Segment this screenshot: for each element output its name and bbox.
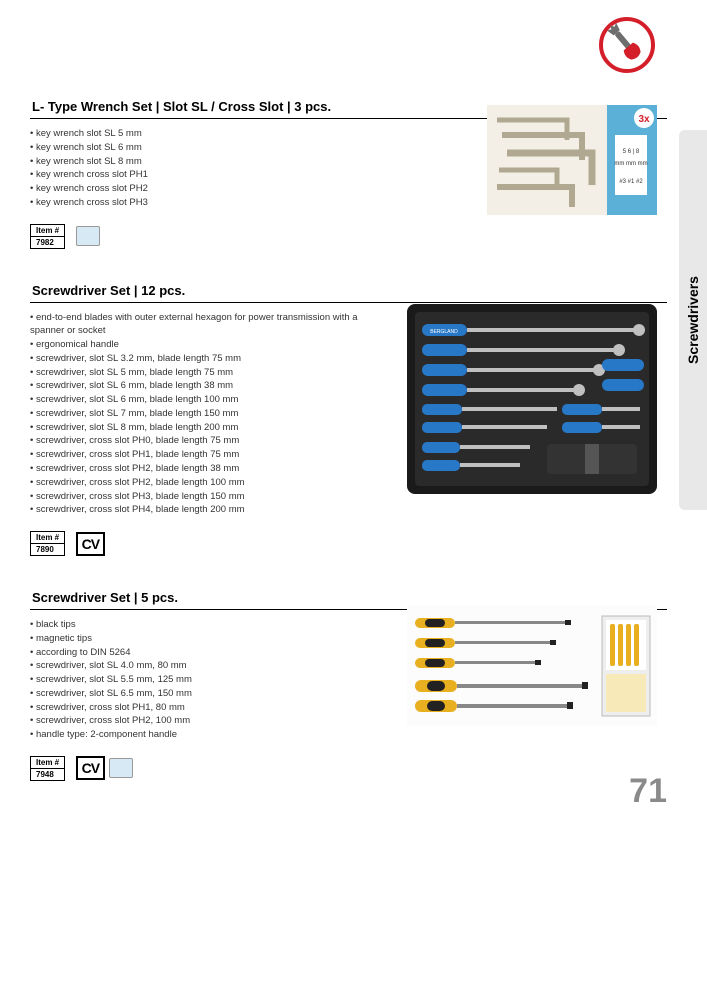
list-item: screwdriver, slot SL 6 mm, blade length … — [30, 393, 360, 407]
item-number-box: Item # 7982 — [30, 224, 65, 249]
color-swatch-icon — [76, 226, 100, 246]
list-item: end-to-end blades with outer external he… — [30, 311, 360, 339]
cv-badge-icon: CV — [76, 532, 105, 556]
feature-list: black tips magnetic tips according to DI… — [30, 618, 360, 742]
list-item: screwdriver, cross slot PH0, blade lengt… — [30, 434, 360, 448]
product-image — [407, 606, 657, 726]
list-item: screwdriver, slot SL 7 mm, blade length … — [30, 407, 360, 421]
list-item: ergonomical handle — [30, 338, 360, 352]
badges: CV — [76, 756, 133, 780]
list-item: screwdriver, cross slot PH2, blade lengt… — [30, 476, 360, 490]
side-category-tab: Screwdrivers — [679, 130, 707, 510]
svg-text:3x: 3x — [638, 114, 650, 125]
item-label: Item # — [31, 757, 64, 769]
list-item: screwdriver, cross slot PH3, blade lengt… — [30, 490, 360, 504]
section-title: Screwdriver Set | 12 pcs. — [30, 279, 667, 303]
item-number-box: Item # 7948 — [30, 756, 65, 781]
color-swatch-icon — [109, 758, 133, 778]
list-item: screwdriver, cross slot PH4, blade lengt… — [30, 503, 360, 517]
page-number: 71 — [629, 772, 667, 811]
feature-list: key wrench slot SL 5 mm key wrench slot … — [30, 127, 360, 210]
svg-text:5 6 | 8: 5 6 | 8 — [623, 149, 640, 155]
list-item: screwdriver, slot SL 3.2 mm, blade lengt… — [30, 352, 360, 366]
item-label: Item # — [31, 532, 64, 544]
list-item: black tips — [30, 618, 360, 632]
item-number: 7948 — [31, 769, 64, 780]
list-item: screwdriver, slot SL 8 mm, blade length … — [30, 421, 360, 435]
list-item: screwdriver, slot SL 4.0 mm, 80 mm — [30, 659, 360, 673]
item-row: Item # 7890 CV — [30, 517, 667, 556]
product-section: L- Type Wrench Set | Slot SL / Cross Slo… — [30, 95, 667, 249]
catalog-page: Screwdrivers L- Type Wrench Set | Slot S… — [0, 0, 707, 831]
list-item: key wrench slot SL 5 mm — [30, 127, 360, 141]
product-image: BERGLAND — [407, 304, 657, 494]
list-item: according to DIN 5264 — [30, 646, 360, 660]
brand-logo — [597, 15, 657, 75]
list-item: screwdriver, slot SL 6.5 mm, 150 mm — [30, 687, 360, 701]
list-item: screwdriver, slot SL 5 mm, blade length … — [30, 366, 360, 380]
item-row: Item # 7948 CV — [30, 742, 667, 781]
item-number: 7890 — [31, 544, 64, 555]
list-item: magnetic tips — [30, 632, 360, 646]
product-section: Screwdriver Set | 5 pcs. black tips magn… — [30, 586, 667, 781]
list-item: key wrench cross slot PH2 — [30, 182, 360, 196]
list-item: screwdriver, cross slot PH1, blade lengt… — [30, 448, 360, 462]
list-item: screwdriver, cross slot PH2, 100 mm — [30, 714, 360, 728]
item-number: 7982 — [31, 237, 64, 248]
list-item: handle type: 2-component handle — [30, 728, 360, 742]
list-item: key wrench slot SL 8 mm — [30, 155, 360, 169]
list-item: screwdriver, cross slot PH1, 80 mm — [30, 701, 360, 715]
svg-text:mm mm mm: mm mm mm — [614, 161, 647, 167]
list-item: key wrench cross slot PH3 — [30, 196, 360, 210]
svg-text:#3 #1 #2: #3 #1 #2 — [619, 179, 643, 185]
list-item: key wrench slot SL 6 mm — [30, 141, 360, 155]
item-number-box: Item # 7890 — [30, 531, 65, 556]
list-item: screwdriver, slot SL 5.5 mm, 125 mm — [30, 673, 360, 687]
product-section: Screwdriver Set | 12 pcs. end-to-end bla… — [30, 279, 667, 556]
svg-text:BERGLAND: BERGLAND — [430, 329, 458, 335]
item-row: Item # 7982 — [30, 210, 667, 249]
badges: CV — [76, 532, 105, 556]
product-image: 3x 5 6 | 8 mm mm mm #3 #1 #2 — [487, 105, 657, 215]
list-item: key wrench cross slot PH1 — [30, 168, 360, 182]
list-item: screwdriver, cross slot PH2, blade lengt… — [30, 462, 360, 476]
list-item: screwdriver, slot SL 6 mm, blade length … — [30, 379, 360, 393]
badges — [76, 226, 100, 246]
cv-badge-icon: CV — [76, 756, 105, 780]
feature-list: end-to-end blades with outer external he… — [30, 311, 360, 517]
side-tab-label: Screwdrivers — [685, 276, 701, 364]
item-label: Item # — [31, 225, 64, 237]
